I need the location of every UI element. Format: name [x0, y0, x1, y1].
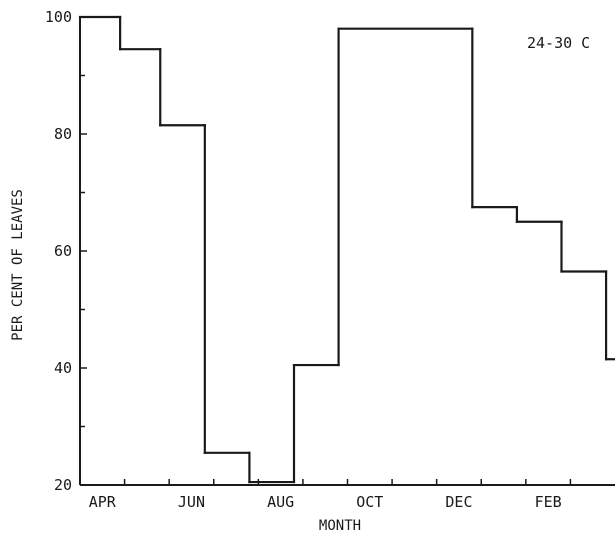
x-axis-title: MONTH — [319, 518, 361, 534]
x-ticks: APR JUN AUG OCT DEC FEB — [89, 479, 572, 511]
x-tick-label: JUN — [178, 493, 205, 511]
x-tick-label: FEB — [535, 493, 562, 511]
x-tick-label: DEC — [445, 493, 472, 511]
x-tick-label: APR — [89, 493, 117, 511]
y-axis-title: PER CENT OF LEAVES — [10, 189, 26, 341]
y-tick-label: 60 — [54, 242, 72, 260]
y-tick-label: 100 — [45, 8, 72, 26]
series — [78, 15, 615, 484]
y-tick-label: 40 — [54, 359, 72, 377]
y-ticks: 20 40 60 80 100 — [45, 8, 87, 494]
x-tick-label: AUG — [267, 493, 294, 511]
y-tick-label: 20 — [54, 476, 72, 494]
y-axis-title-group: PER CENT OF LEAVES — [10, 189, 26, 341]
y-tick-label: 80 — [54, 125, 72, 143]
x-tick-label: OCT — [356, 493, 383, 511]
temperature-annotation: 24-30 C — [527, 34, 590, 52]
